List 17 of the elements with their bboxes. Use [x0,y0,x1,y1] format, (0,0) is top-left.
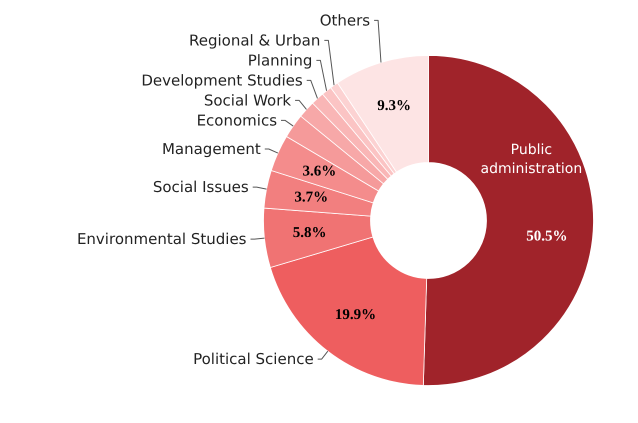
slice-label: Economics [196,111,278,130]
slice-label: Development Studies [141,71,303,90]
slice-label: Social Issues [152,178,249,196]
slice-label: Political Science [193,350,314,368]
slice-label: Environmental Studies [76,230,247,248]
data-label: 5.8% [292,225,327,242]
slice-label: Social Work [204,91,292,110]
data-label: 3.7% [294,190,328,206]
slice-label: Planning [248,51,312,70]
data-label: 9.3% [377,98,411,114]
slice-label: Regional & Urban [189,31,320,50]
data-label: 19.9% [334,307,376,324]
slice-label: Public administration [480,142,582,178]
data-label: 3.6% [302,164,336,180]
slice-label: Others [320,11,370,30]
slice-label: Management [162,140,261,158]
data-label: 50.5% [526,228,568,245]
